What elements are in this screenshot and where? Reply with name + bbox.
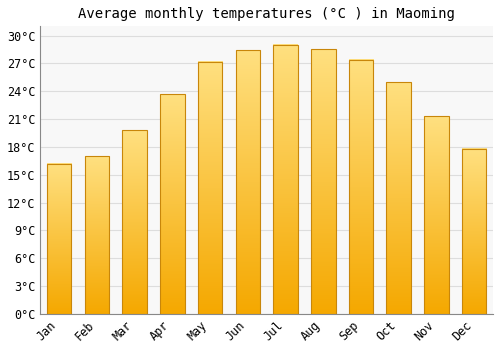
Bar: [160, 94, 184, 314]
Bar: [198, 62, 222, 314]
Bar: [462, 149, 486, 314]
Bar: [424, 116, 448, 314]
Bar: [274, 45, 298, 314]
Bar: [386, 82, 411, 314]
Bar: [47, 163, 72, 314]
Bar: [122, 130, 147, 314]
Bar: [348, 60, 374, 314]
Bar: [311, 49, 336, 314]
Title: Average monthly temperatures (°C ) in Maoming: Average monthly temperatures (°C ) in Ma…: [78, 7, 455, 21]
Bar: [236, 50, 260, 314]
Bar: [84, 156, 109, 314]
